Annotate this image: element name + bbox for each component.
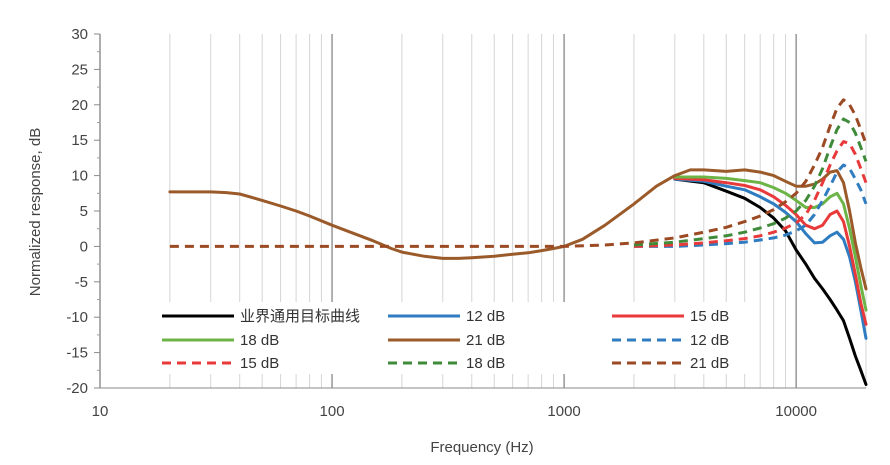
- legend-label: 15 dB: [240, 355, 279, 372]
- series-line-5: [168, 168, 868, 291]
- legend-label: 18 dB: [466, 355, 505, 372]
- series-line-2: [673, 177, 868, 340]
- y-tick-label: 10: [71, 168, 88, 185]
- x-axis-title: Frequency (Hz): [430, 439, 533, 456]
- series-line-3: [673, 176, 868, 326]
- series-lines: [168, 98, 868, 386]
- series-line-1: [673, 177, 868, 386]
- x-tick-label: 10000: [775, 403, 817, 420]
- x-tick-label: 10: [92, 403, 109, 420]
- y-tick-label: 20: [71, 97, 88, 114]
- legend-label: 12 dB: [690, 332, 729, 349]
- legend-label: 业界通用目标曲线: [240, 308, 360, 325]
- y-tick-label: -20: [66, 380, 88, 397]
- y-tick-label: 25: [71, 61, 88, 78]
- series-line-9: [169, 98, 868, 248]
- legend-label: 21 dB: [466, 332, 505, 349]
- x-tick-label: 1000: [547, 403, 580, 420]
- x-tick-label: 100: [320, 403, 345, 420]
- legend-label: 21 dB: [690, 355, 729, 372]
- legend-label: 18 dB: [240, 332, 279, 349]
- legend: 业界通用目标曲线 12 dB 15 dB 18 dB 21 dB 12 dB 15 dB 18…: [155, 302, 750, 374]
- y-tick-label: -15: [66, 345, 88, 362]
- y-axis-title: Normalized response, dB: [27, 128, 44, 296]
- y-tick-label: -10: [66, 309, 88, 326]
- series-line-8: [633, 117, 868, 247]
- y-tick-label: -5: [75, 274, 88, 291]
- legend-label: 15 dB: [690, 308, 729, 325]
- series-line-6: [634, 163, 868, 248]
- y-tick-label: 0: [80, 238, 88, 255]
- y-tick-label: 5: [80, 203, 88, 220]
- y-tick-label: 30: [71, 26, 88, 43]
- y-tick-label: 15: [71, 132, 88, 149]
- series-line-7: [633, 140, 868, 248]
- legend-label: 12 dB: [466, 308, 505, 325]
